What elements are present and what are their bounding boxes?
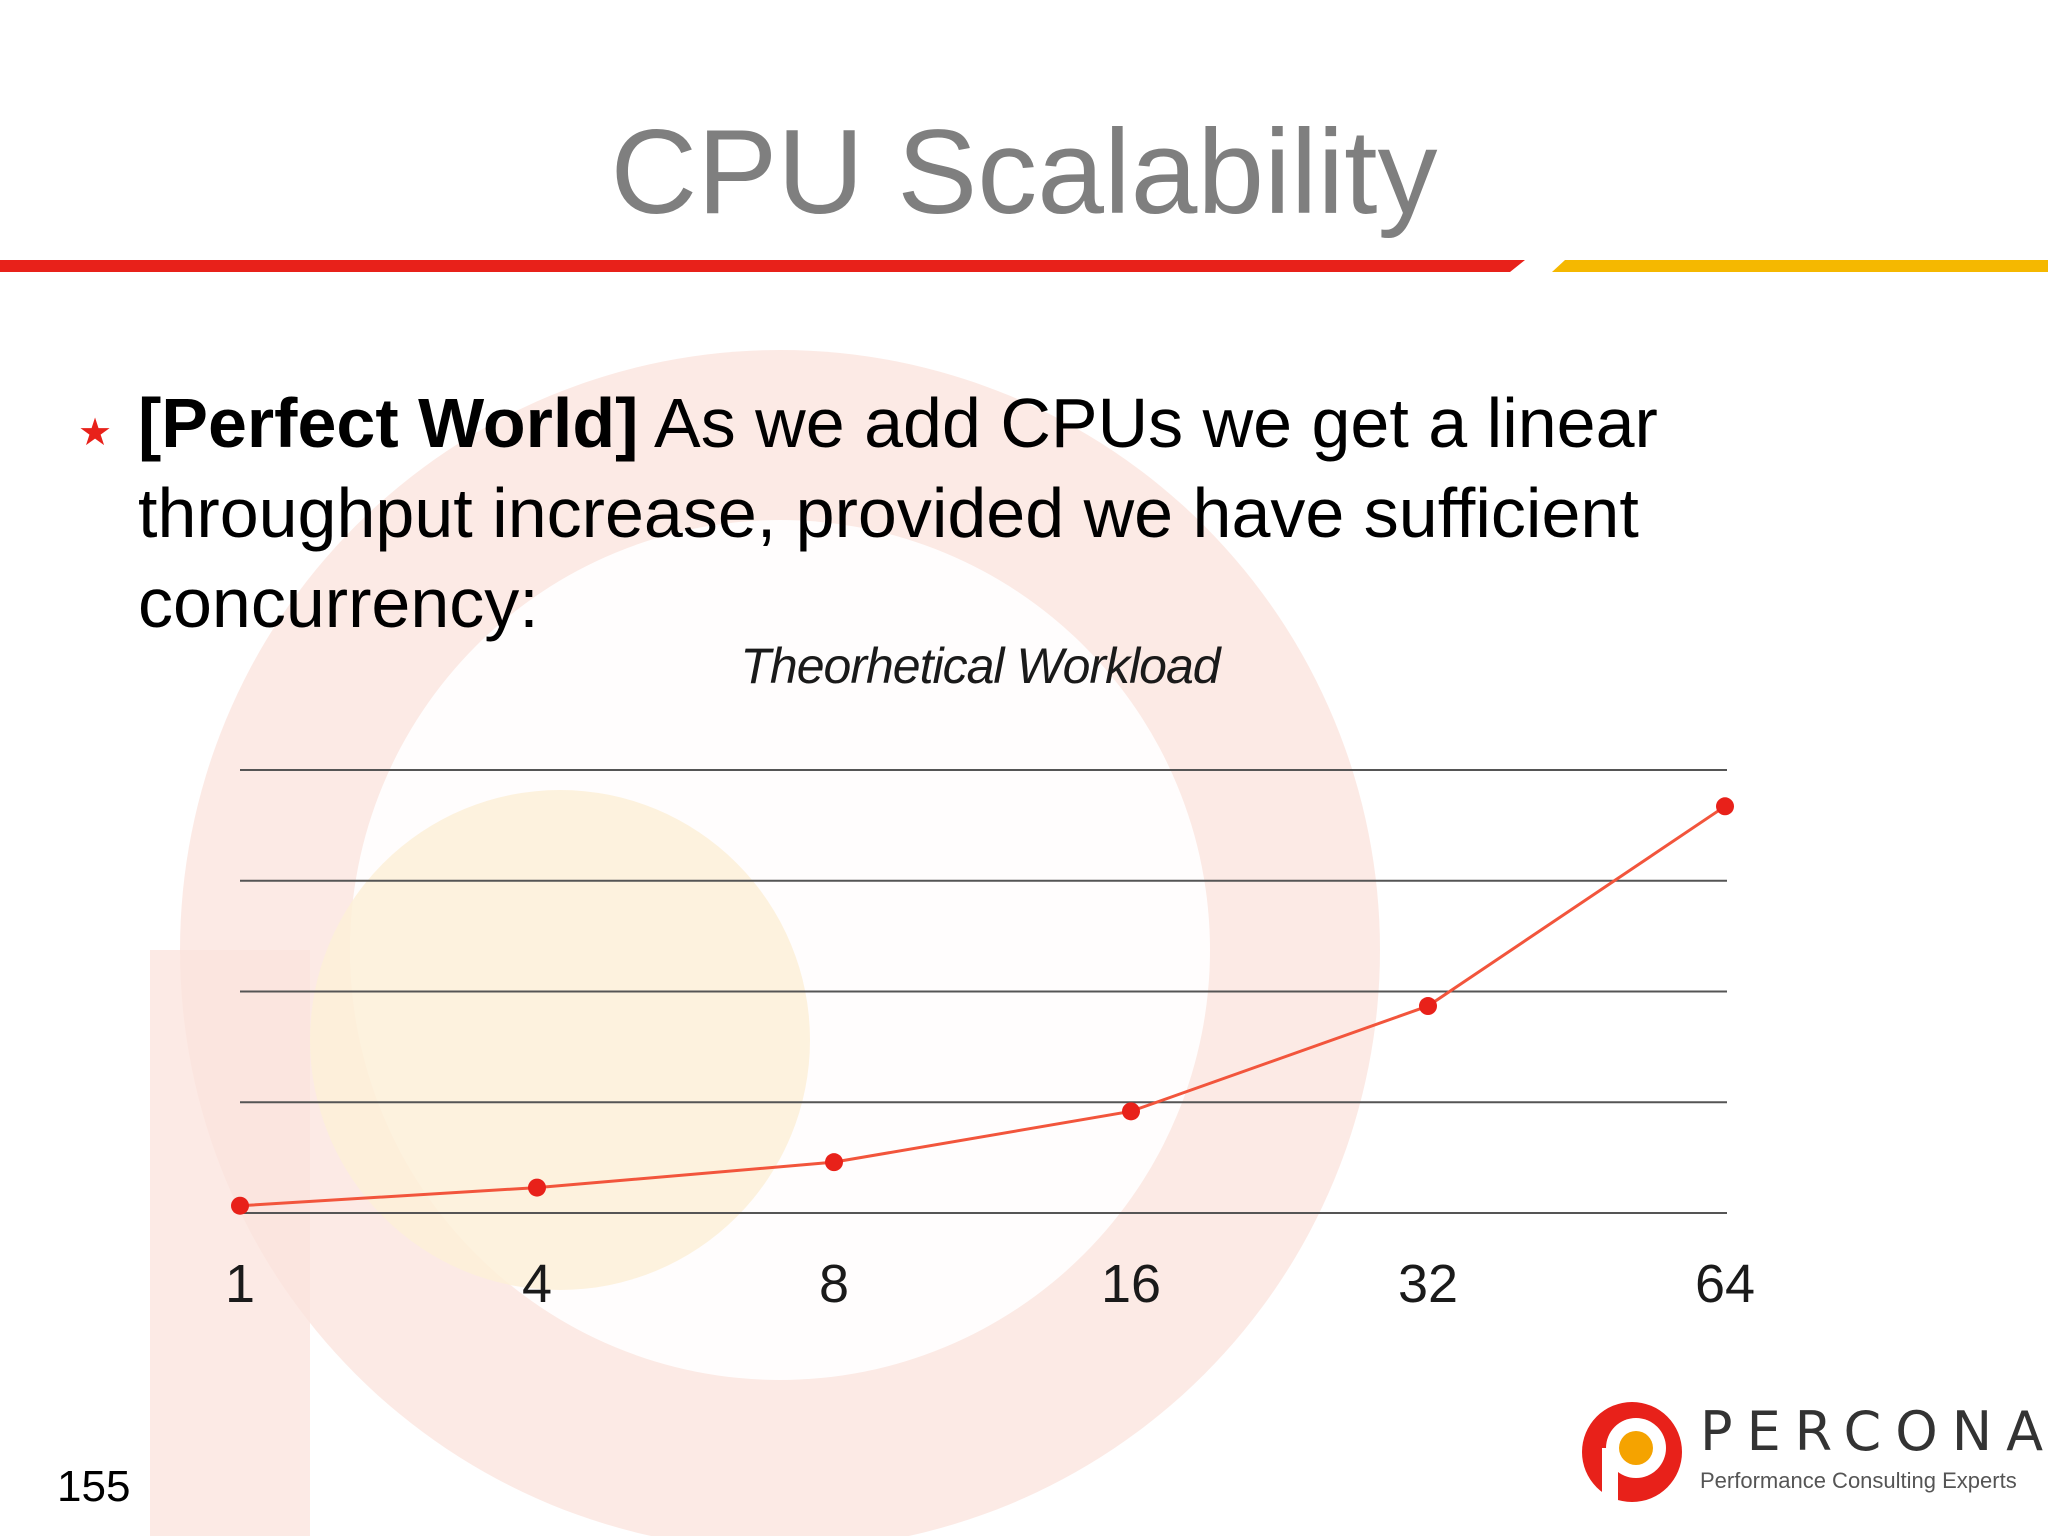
- bullet-text: [Perfect World] As we add CPUs we get a …: [138, 378, 1898, 648]
- data-point: [231, 1196, 249, 1215]
- logo-tagline: Performance Consulting Experts: [1700, 1468, 2017, 1493]
- x-tick-label: 64: [1695, 1254, 1755, 1314]
- logo-wordmark: PERCONA: [1700, 1400, 2048, 1463]
- data-point: [825, 1153, 843, 1172]
- series-line: [239, 805, 1726, 1208]
- bullet-item: ★ [Perfect World] As we add CPUs we get …: [78, 378, 1918, 648]
- bullet-body-text: As we add CPUs we get a linear throughpu…: [138, 384, 1658, 642]
- data-point: [528, 1178, 546, 1197]
- title-divider: [0, 260, 2048, 272]
- x-tick-label: 4: [522, 1254, 552, 1314]
- slide-title: CPU Scalability: [610, 105, 1438, 239]
- page-number: 155: [57, 1462, 131, 1511]
- percona-logo: PERCONA Performance Consulting Experts: [1580, 1400, 2043, 1510]
- x-tick-label: 8: [819, 1254, 849, 1314]
- x-tick-label: 32: [1398, 1254, 1458, 1314]
- data-point: [1122, 1102, 1140, 1121]
- bullet-bold-text: [Perfect World]: [138, 384, 639, 462]
- x-tick-label: 16: [1101, 1254, 1161, 1314]
- percona-p-icon: [1582, 1402, 1682, 1504]
- x-tick-label: 1: [225, 1254, 255, 1314]
- bullet-star-icon: ★: [78, 410, 113, 454]
- chart-title: Theorhetical Workload: [740, 638, 1220, 694]
- data-point: [1716, 797, 1734, 816]
- data-point: [1419, 997, 1437, 1016]
